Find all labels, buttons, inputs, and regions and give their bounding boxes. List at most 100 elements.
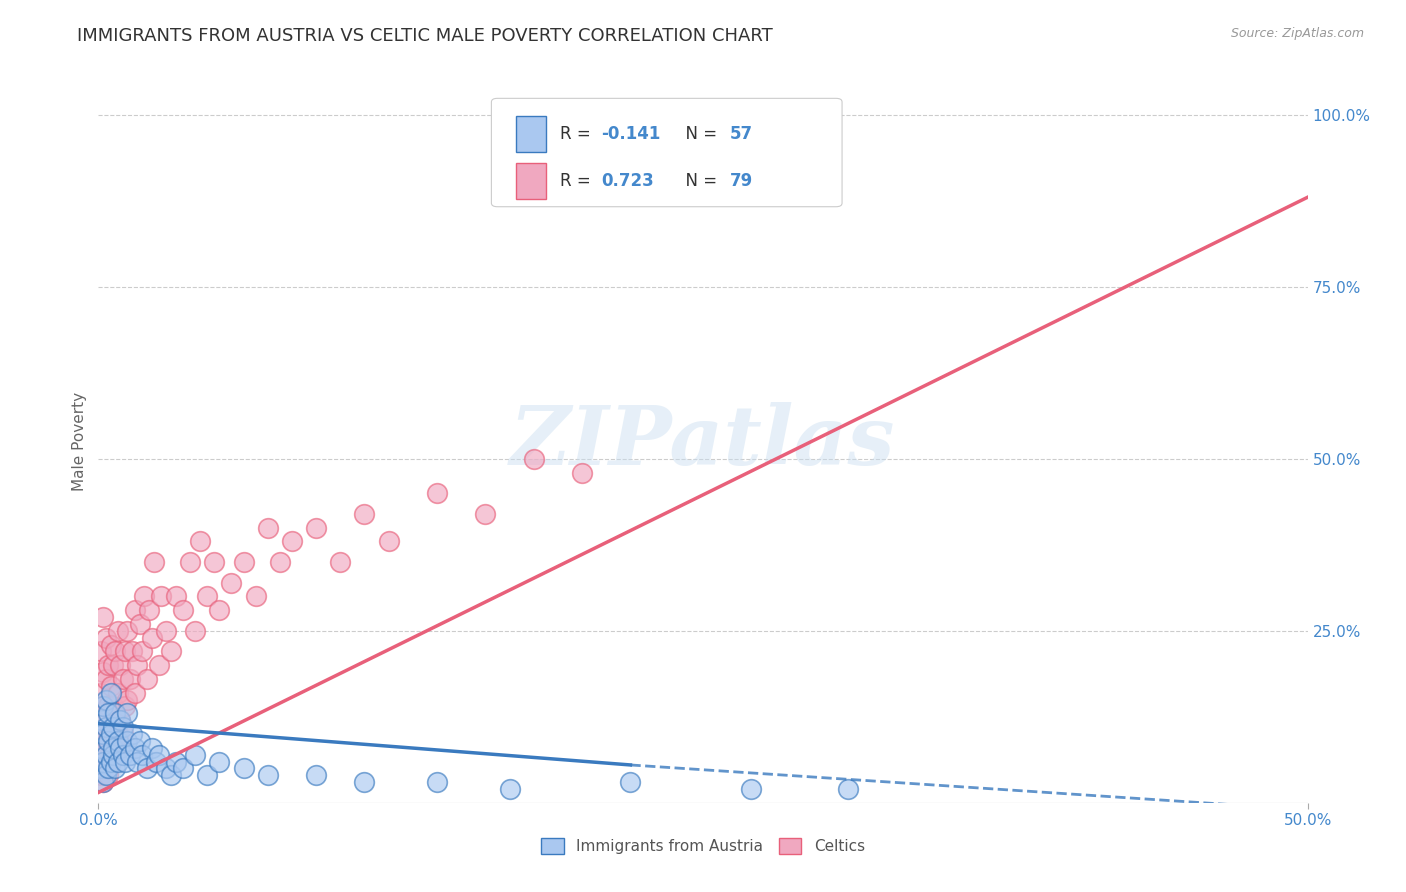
Point — [208, 603, 231, 617]
Point — [100, 679, 122, 693]
Point — [134, 590, 156, 604]
Point — [94, 692, 117, 706]
Point — [97, 699, 120, 714]
Point — [90, 686, 112, 700]
Text: 79: 79 — [730, 172, 752, 190]
Point — [523, 451, 546, 466]
Point — [94, 768, 117, 782]
Point — [91, 775, 114, 789]
Point — [619, 775, 641, 789]
Point — [117, 706, 139, 721]
Point — [101, 740, 124, 755]
Point — [97, 734, 120, 748]
Text: ZIPatlas: ZIPatlas — [510, 401, 896, 482]
Point — [91, 775, 114, 789]
Point — [91, 734, 114, 748]
Bar — [516, 163, 546, 199]
Point — [104, 644, 127, 658]
Point — [100, 755, 122, 769]
Point — [97, 768, 120, 782]
Point — [138, 603, 160, 617]
Point — [90, 727, 112, 741]
Point — [100, 686, 122, 700]
Point — [97, 706, 120, 721]
Point — [127, 755, 149, 769]
Point — [353, 775, 375, 789]
Point — [121, 727, 143, 741]
Point — [256, 768, 278, 782]
Point — [256, 520, 278, 534]
Point — [305, 768, 328, 782]
Point — [184, 624, 207, 638]
Point — [97, 734, 120, 748]
Point — [94, 720, 117, 734]
Point — [94, 761, 117, 775]
Point — [101, 658, 124, 673]
Point — [353, 507, 375, 521]
Point — [108, 658, 131, 673]
Y-axis label: Male Poverty: Male Poverty — [72, 392, 87, 491]
Point — [135, 761, 157, 775]
Text: R =: R = — [561, 125, 596, 144]
Point — [135, 672, 157, 686]
Point — [90, 713, 112, 727]
Point — [91, 665, 114, 679]
Point — [90, 740, 112, 755]
Point — [172, 603, 194, 617]
Point — [94, 740, 117, 755]
Point — [131, 747, 153, 762]
Point — [145, 755, 167, 769]
Point — [91, 610, 114, 624]
Point — [91, 699, 114, 714]
Text: N =: N = — [675, 125, 723, 144]
Point — [90, 644, 112, 658]
Point — [101, 699, 124, 714]
Point — [837, 782, 859, 797]
Point — [104, 747, 127, 762]
Point — [111, 747, 134, 762]
Point — [141, 740, 163, 755]
Point — [184, 747, 207, 762]
Point — [91, 755, 114, 769]
Point — [329, 555, 352, 569]
Text: IMMIGRANTS FROM AUSTRIA VS CELTIC MALE POVERTY CORRELATION CHART: IMMIGRANTS FROM AUSTRIA VS CELTIC MALE P… — [77, 27, 773, 45]
Text: Source: ZipAtlas.com: Source: ZipAtlas.com — [1230, 27, 1364, 40]
Point — [104, 706, 127, 721]
Text: 0.723: 0.723 — [602, 172, 654, 190]
Point — [124, 686, 146, 700]
Point — [97, 658, 120, 673]
Point — [179, 555, 201, 569]
Point — [108, 740, 131, 755]
Point — [160, 768, 183, 782]
Point — [91, 755, 114, 769]
Point — [101, 720, 124, 734]
Point — [269, 555, 291, 569]
Point — [155, 624, 177, 638]
Point — [107, 734, 129, 748]
Point — [94, 747, 117, 762]
Point — [571, 466, 593, 480]
Point — [131, 644, 153, 658]
Point — [195, 590, 218, 604]
Point — [111, 672, 134, 686]
Point — [150, 590, 173, 604]
Point — [121, 644, 143, 658]
Legend: Immigrants from Austria, Celtics: Immigrants from Austria, Celtics — [536, 832, 870, 860]
Point — [118, 672, 141, 686]
Point — [128, 734, 150, 748]
Point — [107, 727, 129, 741]
Point — [155, 761, 177, 775]
Point — [208, 755, 231, 769]
Point — [172, 761, 194, 775]
Point — [101, 747, 124, 762]
Point — [107, 755, 129, 769]
Point — [188, 534, 211, 549]
Point — [114, 644, 136, 658]
Point — [97, 761, 120, 775]
Point — [117, 624, 139, 638]
Point — [117, 692, 139, 706]
Point — [232, 761, 254, 775]
Point — [114, 755, 136, 769]
Point — [143, 555, 166, 569]
Point — [281, 534, 304, 549]
